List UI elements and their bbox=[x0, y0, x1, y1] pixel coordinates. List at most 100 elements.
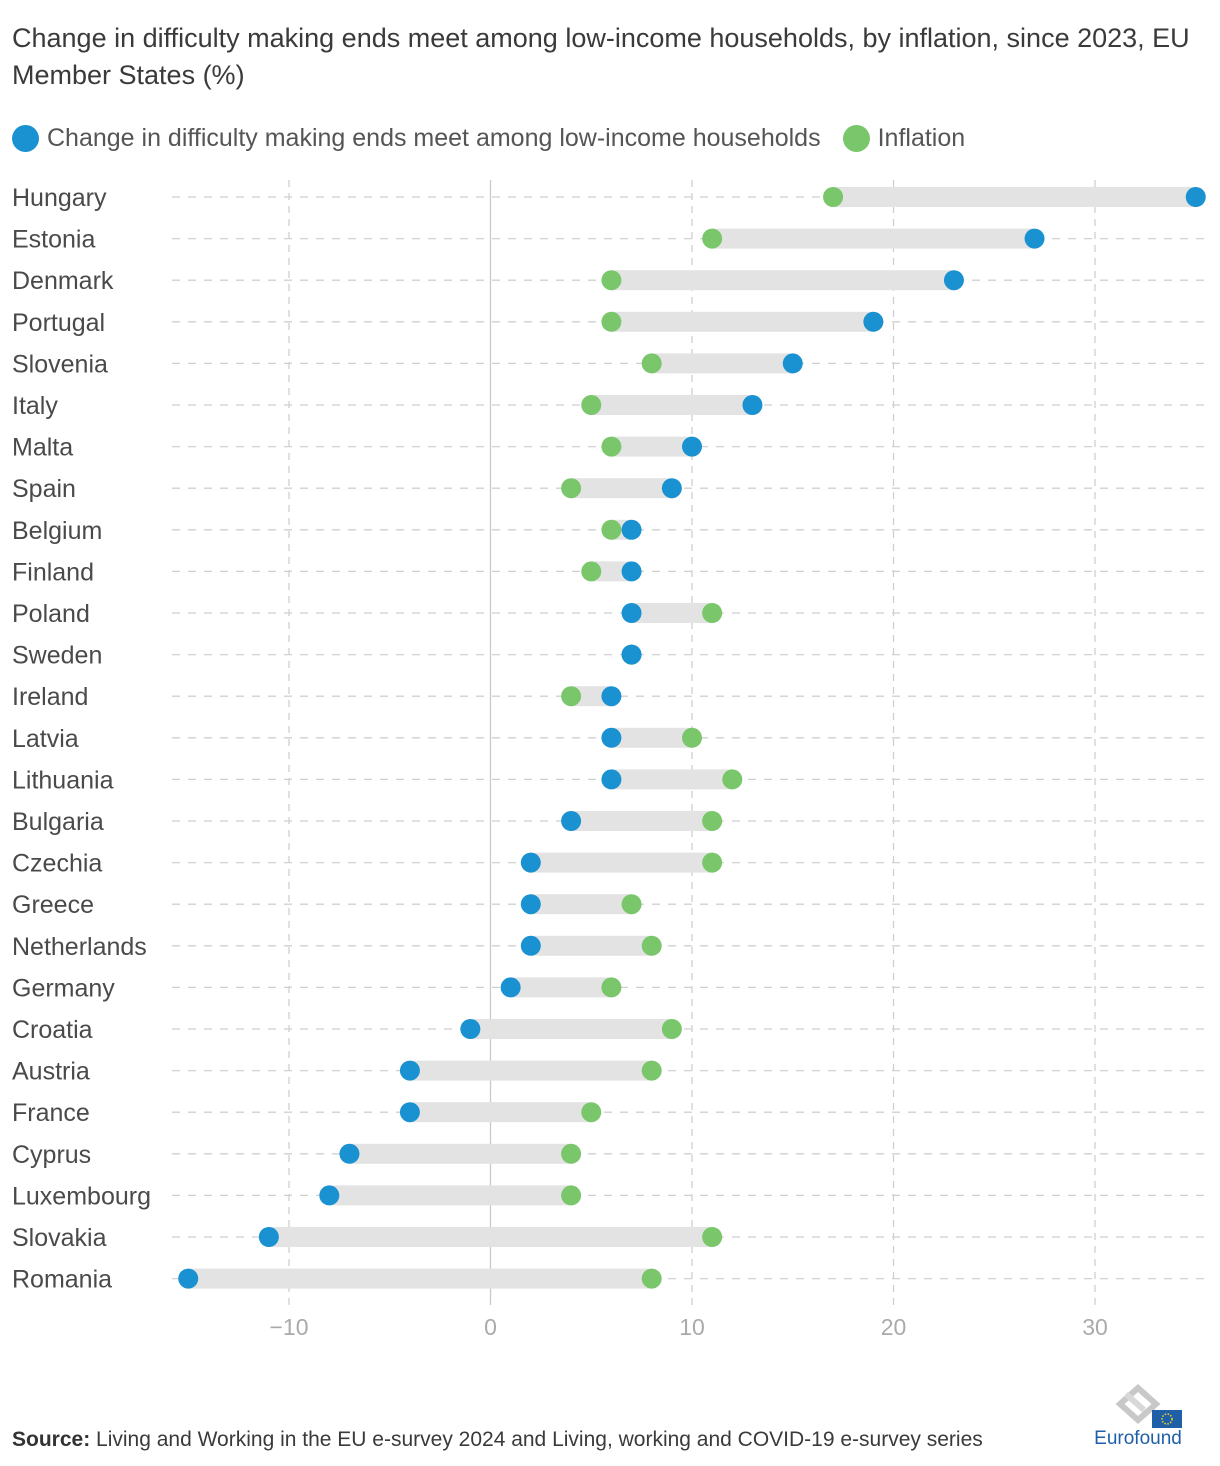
legend: Change in difficulty making ends meet am… bbox=[12, 120, 987, 156]
range-bar bbox=[571, 478, 672, 499]
range-bar bbox=[409, 1060, 652, 1081]
legend-label-inflation: Inflation bbox=[877, 123, 966, 152]
inflation-point bbox=[641, 353, 662, 374]
difficulty-point bbox=[742, 395, 763, 415]
difficulty-point bbox=[1185, 187, 1206, 207]
category-label: Austria bbox=[12, 1058, 90, 1086]
range-bar bbox=[268, 1227, 713, 1247]
inflation-point bbox=[561, 1143, 582, 1164]
range-bar bbox=[611, 270, 954, 291]
x-tick-label: 10 bbox=[679, 1314, 705, 1340]
range-bar bbox=[611, 436, 692, 457]
range-bar bbox=[712, 228, 1035, 249]
category-label: Portugal bbox=[12, 309, 105, 337]
category-label: Denmark bbox=[12, 267, 114, 295]
inflation-point bbox=[581, 395, 602, 415]
difficulty-point bbox=[178, 1268, 199, 1289]
category-label: Belgium bbox=[12, 517, 102, 545]
difficulty-point bbox=[520, 894, 541, 915]
category-label: Cyprus bbox=[12, 1141, 91, 1169]
range-bar bbox=[591, 395, 753, 415]
difficulty-point bbox=[661, 478, 682, 499]
category-label: Italy bbox=[12, 392, 58, 420]
inflation-point bbox=[641, 1060, 662, 1081]
inflation-point bbox=[601, 311, 622, 332]
category-label: Spain bbox=[12, 475, 76, 503]
difficulty-point bbox=[682, 436, 702, 457]
difficulty-point bbox=[399, 1060, 420, 1081]
category-label: Luxembourg bbox=[12, 1182, 151, 1210]
x-tick-label: 0 bbox=[484, 1314, 497, 1340]
inflation-point bbox=[722, 769, 743, 790]
category-label: Sweden bbox=[12, 642, 102, 670]
category-label: Lithuania bbox=[12, 766, 114, 794]
range-bar bbox=[651, 353, 793, 374]
range-bar bbox=[571, 811, 713, 831]
difficulty-point bbox=[601, 686, 622, 707]
category-label: Croatia bbox=[12, 1016, 93, 1044]
inflation-point bbox=[702, 811, 723, 831]
legend-swatch-inflation bbox=[842, 124, 870, 152]
category-label: Malta bbox=[12, 434, 73, 462]
inflation-point bbox=[561, 686, 582, 707]
inflation-point bbox=[601, 436, 622, 457]
category-label: Czechia bbox=[12, 850, 102, 878]
range-bar bbox=[611, 311, 874, 332]
legend-item-difficulty: Change in difficulty making ends meet am… bbox=[12, 124, 821, 153]
category-label: Latvia bbox=[12, 725, 79, 753]
range-bar bbox=[611, 769, 733, 790]
legend-swatch-difficulty bbox=[12, 124, 39, 152]
inflation-point bbox=[601, 519, 622, 540]
range-bar bbox=[571, 686, 612, 707]
category-label: Netherlands bbox=[12, 933, 147, 961]
range-bar bbox=[409, 1102, 592, 1123]
range-bar bbox=[530, 852, 713, 873]
source-text: Living and Working in the EU e-survey 20… bbox=[96, 1428, 983, 1451]
category-label: Slovenia bbox=[12, 350, 108, 378]
difficulty-point bbox=[863, 311, 884, 332]
inflation-point bbox=[641, 1268, 662, 1289]
inflation-point bbox=[621, 894, 642, 915]
difficulty-point bbox=[460, 1019, 481, 1039]
difficulty-point bbox=[258, 1227, 279, 1247]
inflation-point bbox=[702, 603, 723, 623]
difficulty-point bbox=[520, 852, 541, 873]
chart-title: Change in difficulty making ends meet am… bbox=[12, 23, 1190, 90]
category-label: Estonia bbox=[12, 226, 95, 254]
category-label: Finland bbox=[12, 558, 94, 586]
difficulty-point bbox=[621, 603, 642, 623]
legend-item-inflation: Inflation bbox=[842, 123, 966, 153]
x-tick-label: 30 bbox=[1082, 1314, 1108, 1340]
inflation-point bbox=[641, 935, 662, 956]
range-bar bbox=[530, 935, 652, 956]
difficulty-point bbox=[601, 727, 622, 748]
range-bar bbox=[349, 1143, 572, 1164]
range-bar bbox=[510, 977, 612, 998]
inflation-point bbox=[823, 187, 844, 207]
range-bar bbox=[530, 894, 632, 915]
category-label: Poland bbox=[12, 600, 90, 628]
difficulty-point bbox=[561, 811, 582, 831]
category-label: Romania bbox=[12, 1266, 112, 1294]
inflation-point bbox=[702, 852, 723, 873]
source-note: Source: Living and Working in the EU e-s… bbox=[12, 1428, 983, 1452]
eurofound-logo-icon bbox=[1115, 1383, 1182, 1428]
inflation-point bbox=[661, 1019, 682, 1039]
difficulty-point bbox=[943, 270, 964, 291]
dumbbell-chart: −10 0 10 20 30 Hungary Estonia Denmark Portugal S… bbox=[12, 180, 1206, 1340]
inflation-point bbox=[581, 1102, 602, 1123]
range-bar bbox=[631, 603, 713, 623]
legend-label-difficulty: Change in difficulty making ends meet am… bbox=[47, 123, 821, 152]
difficulty-point bbox=[500, 977, 521, 998]
eurofound-logo: Eurofound bbox=[1088, 1383, 1188, 1450]
inflation-point bbox=[581, 561, 602, 582]
inflation-point bbox=[702, 1227, 723, 1247]
difficulty-point bbox=[339, 1143, 360, 1164]
range-bar bbox=[329, 1185, 572, 1206]
difficulty-point bbox=[520, 935, 541, 956]
difficulty-point bbox=[621, 561, 642, 582]
difficulty-point bbox=[399, 1102, 420, 1123]
inflation-point bbox=[702, 228, 723, 249]
difficulty-point bbox=[782, 353, 803, 374]
range-bar bbox=[591, 561, 632, 582]
